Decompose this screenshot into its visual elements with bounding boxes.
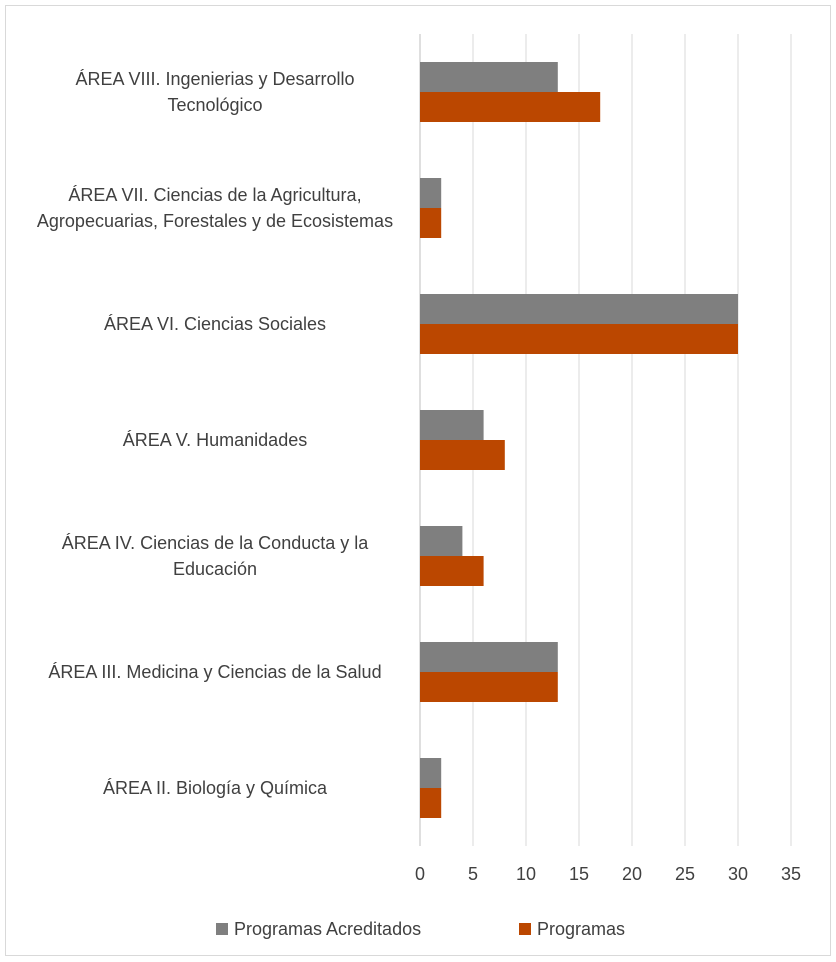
legend-swatch xyxy=(519,923,531,935)
y-tick-label: ÁREA VI. Ciencias Sociales xyxy=(103,314,327,334)
y-tick-label: ÁREA III. Medicina y Ciencias de la Salu… xyxy=(48,662,382,682)
y-tick-label: ÁREA V. Humanidades xyxy=(122,430,308,450)
bar xyxy=(420,672,558,702)
y-tick-label: ÁREA VIII. Ingenierias y Desarrollo Tecn… xyxy=(75,69,355,115)
bar xyxy=(420,92,601,122)
x-tick-label: 30 xyxy=(728,864,748,884)
bar xyxy=(420,294,738,324)
x-tick-label: 0 xyxy=(415,864,425,884)
bar xyxy=(420,62,558,92)
x-tick-label: 5 xyxy=(468,864,478,884)
bar xyxy=(420,440,505,470)
chart-border xyxy=(5,5,831,956)
bar xyxy=(420,324,738,354)
bar xyxy=(420,208,442,238)
bar xyxy=(420,556,484,586)
bar xyxy=(420,410,484,440)
x-tick-label: 20 xyxy=(622,864,642,884)
y-tick-label: ÁREA VII. Ciencias de la Agricultura, Ag… xyxy=(36,185,394,231)
x-tick-label: 25 xyxy=(675,864,695,884)
y-tick-label: ÁREA IV. Ciencias de la Conducta y la Ed… xyxy=(61,533,369,579)
legend-label: Programas xyxy=(537,919,625,939)
x-tick-label: 35 xyxy=(781,864,801,884)
x-tick-label: 15 xyxy=(569,864,589,884)
bar xyxy=(420,178,442,208)
bar xyxy=(420,526,463,556)
bar xyxy=(420,788,442,818)
y-tick-label: ÁREA II. Biología y Química xyxy=(102,778,328,798)
legend-swatch xyxy=(216,923,228,935)
x-tick-label: 10 xyxy=(516,864,536,884)
legend-label: Programas Acreditados xyxy=(234,919,421,939)
bar xyxy=(420,642,558,672)
bar xyxy=(420,758,442,788)
